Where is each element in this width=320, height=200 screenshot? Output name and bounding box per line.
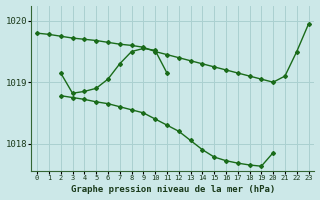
X-axis label: Graphe pression niveau de la mer (hPa): Graphe pression niveau de la mer (hPa) (71, 185, 275, 194)
